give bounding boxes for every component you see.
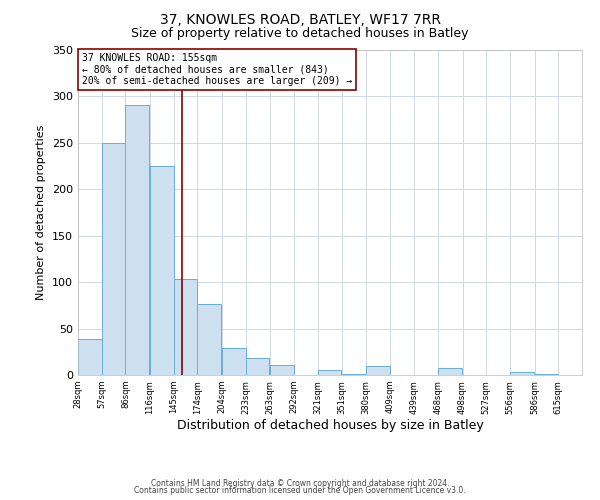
Text: 37, KNOWLES ROAD, BATLEY, WF17 7RR: 37, KNOWLES ROAD, BATLEY, WF17 7RR xyxy=(160,12,440,26)
Bar xyxy=(366,366,390,375)
Y-axis label: Number of detached properties: Number of detached properties xyxy=(37,125,46,300)
Bar xyxy=(197,304,221,375)
Bar xyxy=(510,372,534,375)
Bar xyxy=(102,143,125,375)
Bar xyxy=(246,358,269,375)
Text: Contains HM Land Registry data © Crown copyright and database right 2024.: Contains HM Land Registry data © Crown c… xyxy=(151,478,449,488)
Bar xyxy=(270,365,294,375)
Bar xyxy=(78,339,102,375)
X-axis label: Distribution of detached houses by size in Batley: Distribution of detached houses by size … xyxy=(176,420,484,432)
Bar xyxy=(535,374,558,375)
Bar xyxy=(318,370,341,375)
Text: Contains public sector information licensed under the Open Government Licence v3: Contains public sector information licen… xyxy=(134,486,466,495)
Bar xyxy=(125,105,149,375)
Bar xyxy=(174,280,197,375)
Bar xyxy=(342,374,366,375)
Bar xyxy=(438,368,462,375)
Bar xyxy=(150,166,174,375)
Bar xyxy=(222,348,246,375)
Text: 37 KNOWLES ROAD: 155sqm
← 80% of detached houses are smaller (843)
20% of semi-d: 37 KNOWLES ROAD: 155sqm ← 80% of detache… xyxy=(82,53,352,86)
Text: Size of property relative to detached houses in Batley: Size of property relative to detached ho… xyxy=(131,28,469,40)
